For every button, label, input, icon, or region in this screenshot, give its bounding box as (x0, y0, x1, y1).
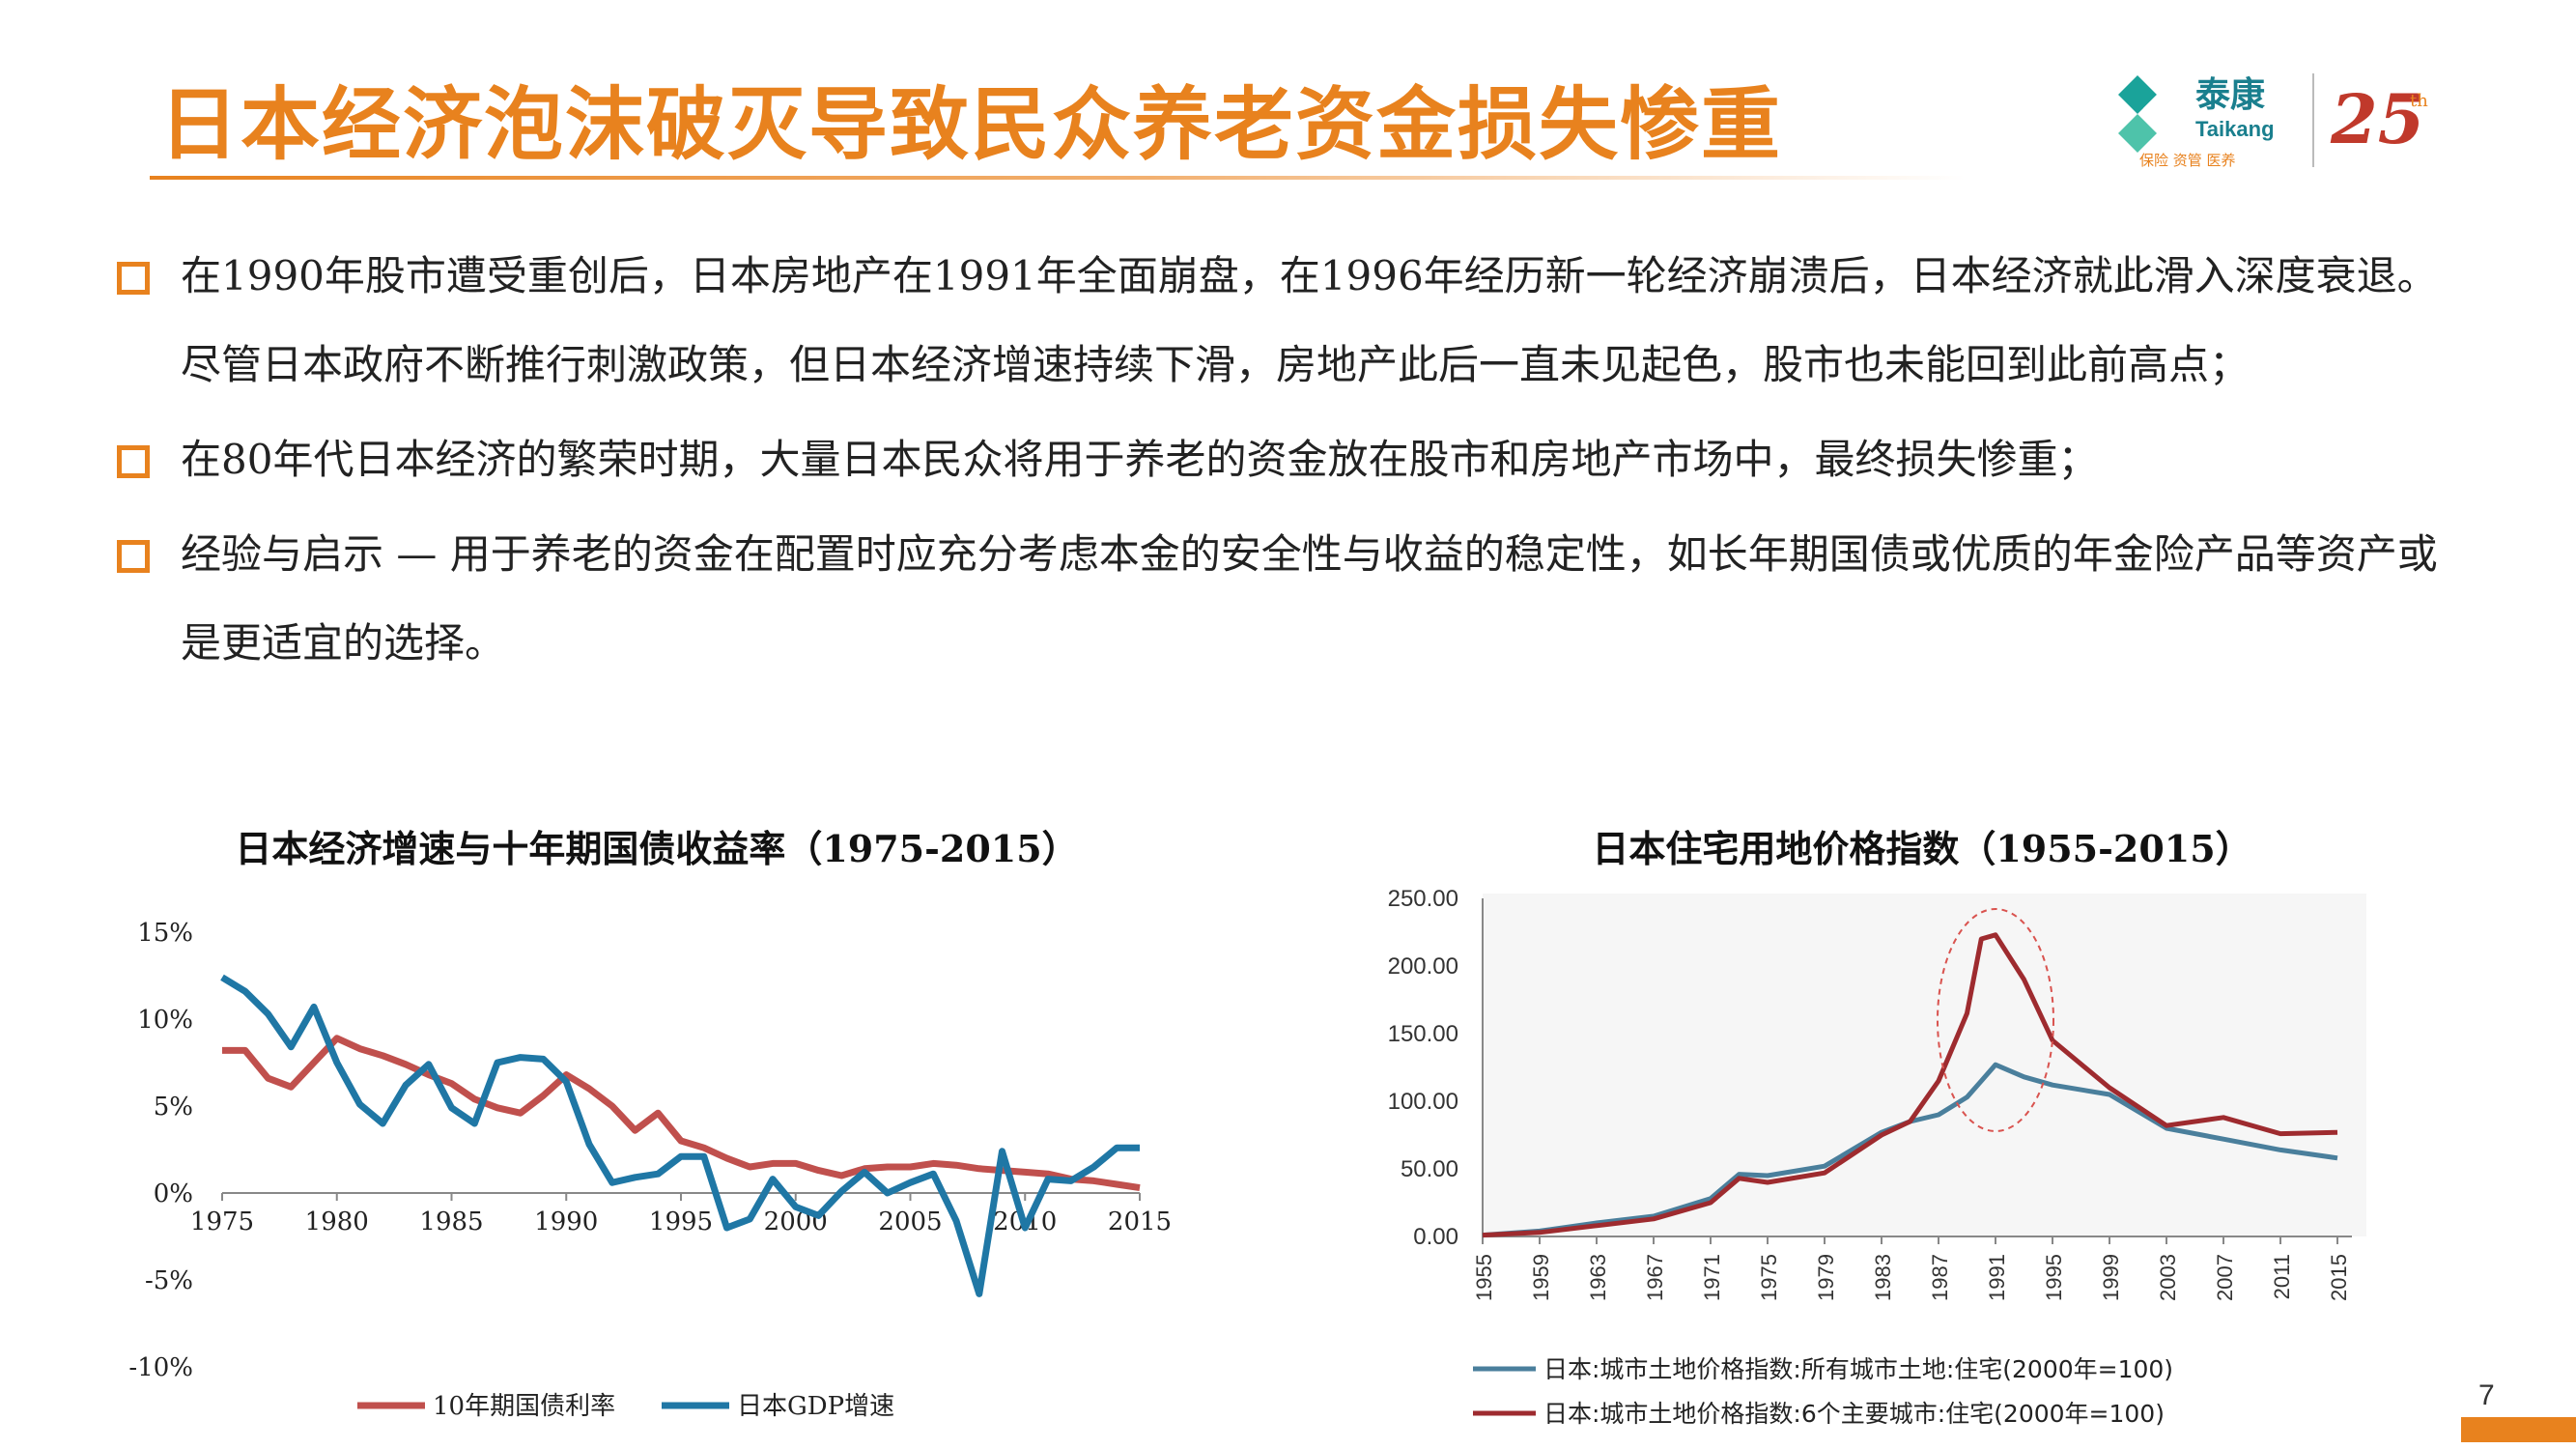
x-tick-label: 1955 (1472, 1254, 1496, 1301)
y-tick-label: 250.00 (1388, 886, 1458, 912)
y-tick-label: 50.00 (1401, 1156, 1458, 1182)
x-tick-label: 2007 (2213, 1254, 2237, 1301)
bullet-list: 在1990年股市遭受重创后，日本房地产在1991年全面崩盘，在1996年经历新一… (111, 232, 2449, 688)
y-tick-label: 200.00 (1388, 953, 1458, 980)
title-underline (150, 176, 1966, 180)
x-tick-label: 1983 (1871, 1254, 1895, 1301)
x-tick-label: 1995 (2042, 1254, 2066, 1301)
x-tick-label: 1975 (1757, 1254, 1781, 1301)
x-tick-label: 2015 (1108, 1208, 1172, 1236)
bullet-square-icon (117, 445, 150, 478)
x-tick-label: 1991 (1985, 1254, 2009, 1301)
legend-label: 10年期国债利率 (433, 1392, 615, 1421)
series-line (1482, 932, 2338, 1238)
bullet-square-icon (117, 262, 150, 295)
y-tick-label: 100.00 (1388, 1089, 1458, 1115)
peak-highlight-ellipse (1937, 908, 2054, 1132)
y-tick-label: 5% (154, 1093, 193, 1122)
chart1-title: 日本经济增速与十年期国债收益率（1975-2015） (235, 827, 1079, 870)
y-tick-label: 0.00 (1413, 1224, 1458, 1250)
x-tick-label: 2015 (2327, 1254, 2351, 1301)
x-tick-label: 1971 (1700, 1254, 1724, 1301)
logo-cn-text: 泰康 (2195, 74, 2265, 115)
y-tick-label: 15% (137, 919, 193, 948)
x-tick-label: 1959 (1529, 1254, 1553, 1301)
logo-slogan-text: 保险 资管 医养 (2139, 152, 2236, 169)
anniversary-sup: th (2410, 91, 2428, 111)
y-tick-label: 10% (137, 1006, 193, 1035)
x-tick-label: 1987 (1928, 1254, 1952, 1301)
series-line (1482, 1062, 2338, 1238)
series-line (220, 974, 1140, 1297)
bullet-text: 在80年代日本经济的繁荣时期，大量日本民众将用于养老的资金放在股市和房地产市场中… (181, 436, 2099, 483)
page-number: 7 (2478, 1379, 2495, 1411)
page-title: 日本经济泡沫破灭导致民众养老资金损失惨重 (159, 79, 1783, 171)
logo-en-text: Taikang (2195, 117, 2275, 141)
bullet-square-icon (117, 540, 150, 573)
bullet-item: 经验与启示 — 用于养老的资金在配置时应充分考虑本金的安全性与收益的稳定性，如长… (111, 510, 2449, 688)
x-tick-label: 1980 (305, 1208, 369, 1236)
gdp-bond-yield-chart: 15% 10% 5% 0% -5% -10% 1975 1980 1985 1990 1995 200… (128, 919, 1172, 1421)
y-tick-label: -5% (145, 1266, 193, 1295)
y-tick-label: 150.00 (1388, 1021, 1458, 1047)
x-tick-label: 1995 (649, 1208, 713, 1236)
taikang-logo: 泰康 Taikang 保险 资管 医养 25 th (2118, 73, 2428, 169)
x-tick-label: 1967 (1643, 1254, 1667, 1301)
x-tick-label: 2011 (2270, 1254, 2294, 1299)
legend-label: 日本GDP增速 (737, 1392, 894, 1421)
bullet-text: 经验与启示 — 用于养老的资金在配置时应充分考虑本金的安全性与收益的稳定性，如长… (181, 530, 2438, 667)
x-tick-label: 2005 (878, 1208, 942, 1236)
bullet-item: 在1990年股市遭受重创后，日本房地产在1991年全面崩盘，在1996年经历新一… (111, 232, 2449, 410)
chart2-title: 日本住宅用地价格指数（1955-2015） (1592, 827, 2252, 870)
x-tick-label: 1975 (190, 1208, 254, 1236)
bullet-text: 在1990年股市遭受重创后，日本房地产在1991年全面崩盘，在1996年经历新一… (181, 252, 2438, 388)
corner-accent-bar (2461, 1417, 2576, 1442)
legend-label: 日本:城市土地价格指数:所有城市土地:住宅(2000年=100) (1543, 1355, 2173, 1383)
x-tick-label: 1979 (1814, 1254, 1838, 1301)
x-tick-label: 1963 (1586, 1254, 1610, 1301)
x-tick-label: 1985 (419, 1208, 483, 1236)
x-tick-label: 1990 (534, 1208, 598, 1236)
x-tick-label: 1999 (2099, 1254, 2123, 1301)
anniversary-number: 25 (2330, 79, 2424, 159)
legend-label: 日本:城市土地价格指数:6个主要城市:住宅(2000年=100) (1543, 1400, 2165, 1428)
bullet-item: 在80年代日本经济的繁荣时期，大量日本民众将用于养老的资金放在股市和房地产市场中… (111, 415, 2449, 504)
land-price-index-chart: 250.00 200.00 150.00 100.00 50.00 0.00 1955 195… (1388, 886, 2366, 1428)
y-tick-label: 0% (154, 1179, 193, 1208)
y-tick-label: -10% (128, 1353, 193, 1382)
plot-background (1483, 894, 2366, 1236)
series-line (222, 1035, 1141, 1192)
diamond-logo-icon (2118, 75, 2170, 153)
x-tick-label: 2003 (2156, 1254, 2180, 1301)
